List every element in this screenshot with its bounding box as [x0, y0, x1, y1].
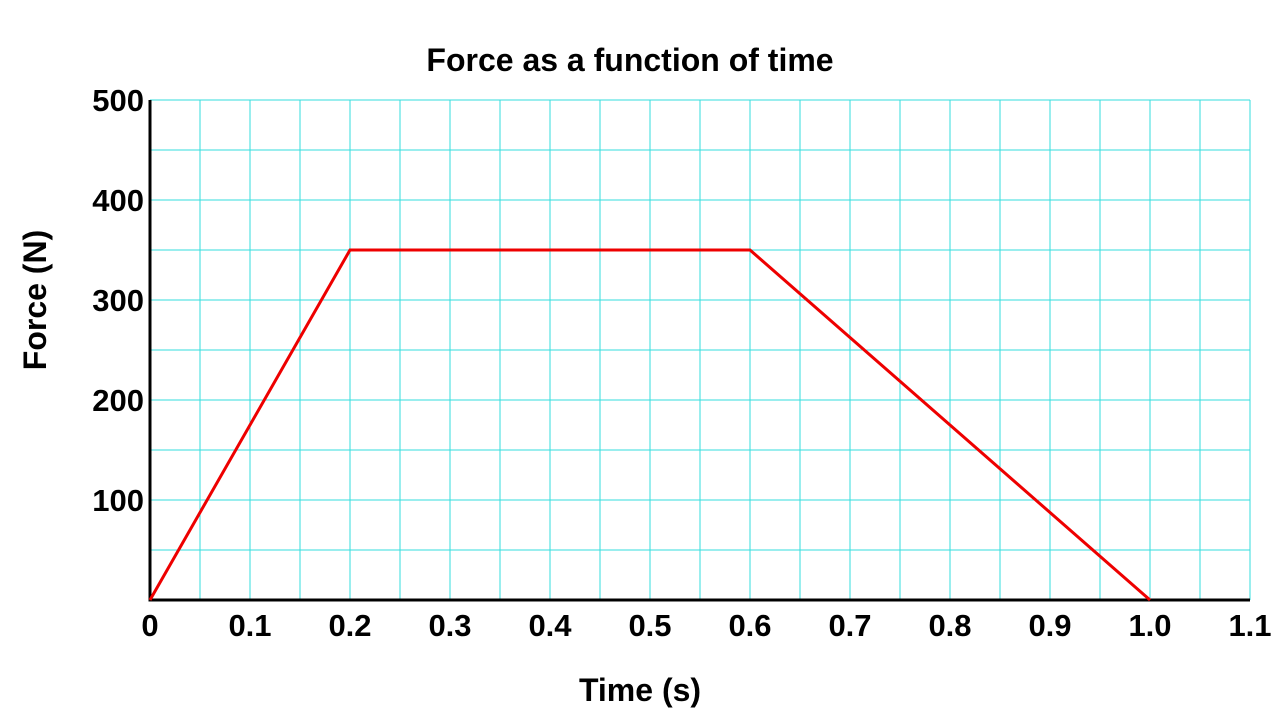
x-tick-label: 0.6 — [728, 608, 771, 643]
x-tick-labels: 0 0.1 0.2 0.3 0.4 0.5 0.6 0.7 0.8 0.9 1.0 1.1 — [141, 608, 1271, 643]
force-series-line — [148, 248, 1151, 602]
x-tick-label: 1.0 — [1128, 608, 1171, 643]
x-tick-label: 1.1 — [1228, 608, 1271, 643]
x-tick-label: 0.7 — [828, 608, 871, 643]
y-tick-label: 500 — [92, 83, 144, 118]
grid — [149, 99, 1251, 601]
y-tick-labels: 100 200 300 400 500 — [92, 83, 144, 518]
y-tick-label: 300 — [92, 283, 144, 318]
x-tick-label: 0.9 — [1028, 608, 1071, 643]
x-tick-label: 0.2 — [328, 608, 371, 643]
y-axis-title: Force (N) — [17, 230, 53, 370]
axes — [148, 100, 1250, 602]
x-tick-label: 0.3 — [428, 608, 471, 643]
y-tick-label: 400 — [92, 183, 144, 218]
x-axis-title: Time (s) — [579, 672, 701, 708]
x-tick-label: 0.1 — [228, 608, 271, 643]
x-tick-label: 0.8 — [928, 608, 971, 643]
y-tick-label: 100 — [92, 483, 144, 518]
chart-title: Force as a function of time — [426, 42, 833, 78]
series-group — [148, 248, 1151, 602]
y-tick-label: 200 — [92, 383, 144, 418]
x-tick-label: 0.5 — [628, 608, 671, 643]
x-tick-label: 0 — [141, 608, 158, 643]
x-tick-label: 0.4 — [528, 608, 572, 643]
